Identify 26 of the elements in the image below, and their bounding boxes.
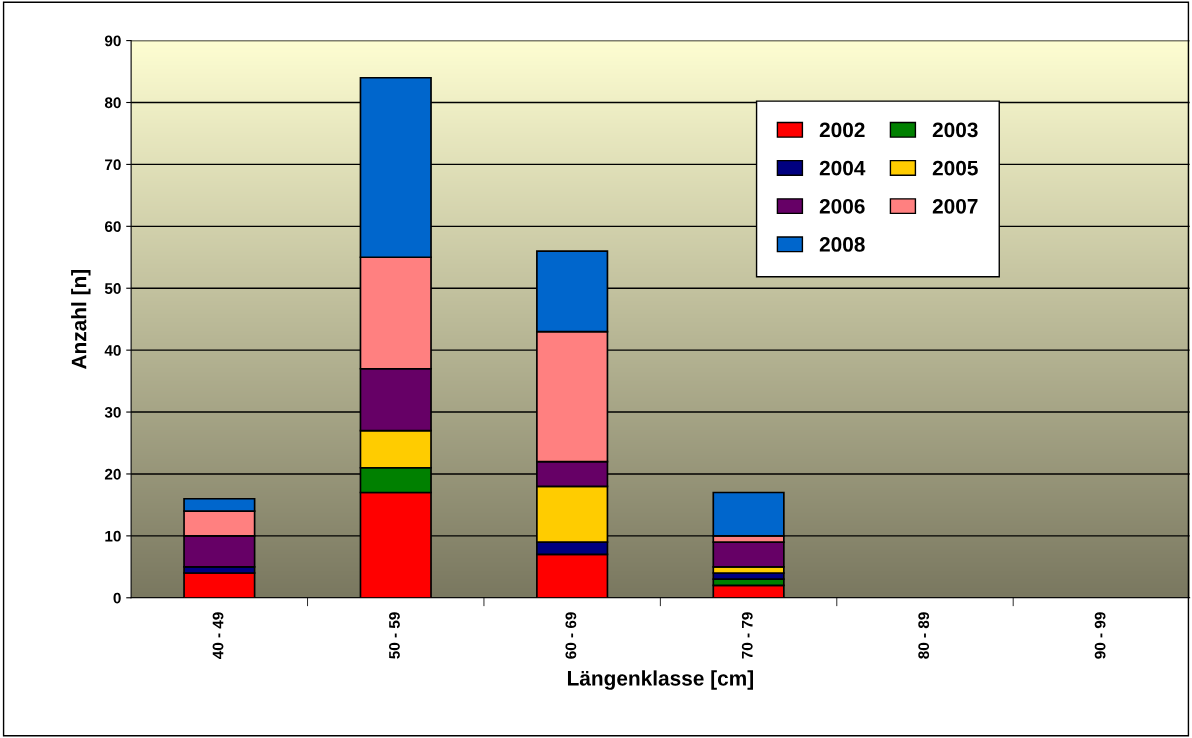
y-tick-label: 0 bbox=[113, 592, 121, 604]
x-tick-label: 70 - 79 bbox=[741, 612, 753, 659]
x-tick-label: 90 - 99 bbox=[1094, 612, 1106, 659]
y-tick-label: 30 bbox=[104, 406, 121, 418]
y-tick-label: 80 bbox=[104, 97, 121, 109]
legend-label: 2007 bbox=[932, 198, 978, 214]
legend-label: 2005 bbox=[932, 160, 978, 176]
legend-label: 2003 bbox=[932, 122, 978, 138]
y-tick-label: 70 bbox=[105, 159, 121, 171]
legend-label: 2006 bbox=[819, 198, 865, 214]
y-tick-label: 50 bbox=[104, 283, 121, 294]
x-tick-label: 80 - 89 bbox=[918, 612, 930, 659]
x-tick-label: 60 - 69 bbox=[565, 612, 577, 659]
y-tick-label: 10 bbox=[105, 530, 121, 542]
legend-label: 2002 bbox=[819, 122, 865, 138]
x-axis-title: Längenklasse [cm] bbox=[567, 670, 753, 690]
y-tick-label: 60 bbox=[104, 221, 121, 233]
legend-label: 2008 bbox=[819, 237, 865, 252]
x-tick-label: 40 - 49 bbox=[212, 612, 224, 659]
y-tick-label: 90 bbox=[104, 35, 121, 47]
y-axis-title: Anzahl [n] bbox=[71, 270, 91, 369]
y-tick-label: 20 bbox=[104, 468, 121, 480]
bar bbox=[183, 572, 256, 598]
legend-label: 2004 bbox=[819, 160, 866, 176]
x-tick-label: 50 - 59 bbox=[389, 612, 400, 659]
y-tick-label: 40 bbox=[104, 345, 121, 356]
